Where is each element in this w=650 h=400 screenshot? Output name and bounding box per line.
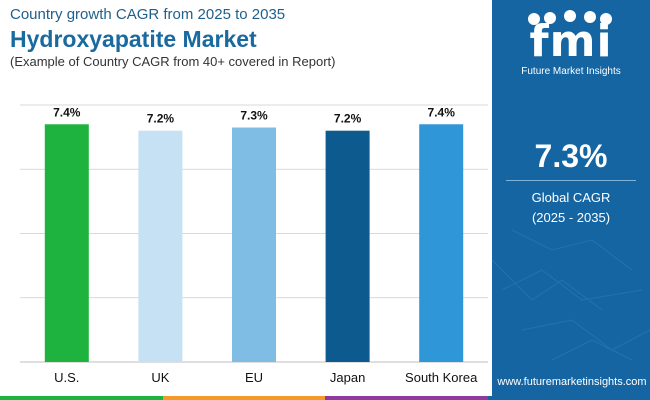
bar-japan (325, 130, 370, 362)
x-tick-label: UK (151, 370, 169, 385)
x-tick-label: Japan (330, 370, 365, 385)
logo-mark: fmi (529, 16, 613, 67)
chart-header: Country growth CAGR from 2025 to 2035 Hy… (10, 6, 490, 70)
cagr-divider (506, 180, 636, 181)
data-label: 7.3% (240, 108, 268, 122)
logo-text: Future Market Insights (521, 66, 621, 77)
bottom-color-bar (0, 396, 650, 400)
x-tick-label: EU (245, 370, 263, 385)
website-link[interactable]: www.futuremarketinsights.com (497, 376, 647, 388)
global-cagr-label: Global CAGR (531, 190, 611, 205)
x-tick-label: U.S. (54, 370, 79, 385)
bar-eu (232, 127, 276, 362)
bar-south-korea (419, 124, 464, 363)
chart-title: Hydroxyapatite Market (10, 26, 257, 52)
cagr-label-block: Global CAGR (2025 - 2035) (492, 188, 650, 228)
x-tick-label: South Korea (405, 370, 478, 385)
fmi-logo: fmi Future Market Insights (492, 6, 650, 78)
data-label: 7.4% (428, 105, 456, 119)
bar-chart: 7.4% U.S. 7.2% UK 7.3% EU 7.2% Japan 7.4% South K… (20, 104, 488, 385)
chart-note: (Example of Country CAGR from 40+ covere… (10, 54, 336, 69)
bottom-bar-segment (325, 396, 488, 400)
global-cagr-period: (2025 - 2035) (531, 210, 611, 225)
bottom-bar-segment (162, 396, 325, 400)
bottom-bar-segment (0, 396, 163, 400)
background-pattern (492, 229, 650, 361)
chart-subtitle: Country growth CAGR from 2025 to 2035 (10, 6, 286, 23)
bottom-bar-segment (487, 396, 650, 400)
logo-icons (528, 10, 612, 25)
data-label: 7.2% (147, 112, 175, 126)
bar-u-s- (44, 124, 89, 363)
data-label: 7.4% (53, 105, 81, 119)
global-cagr-value: 7.3% (534, 138, 608, 174)
sidebar-panel: fmi Future Market Insights 7.3% Global C… (492, 0, 650, 400)
bar-uk (138, 130, 183, 362)
data-label: 7.2% (334, 112, 362, 126)
